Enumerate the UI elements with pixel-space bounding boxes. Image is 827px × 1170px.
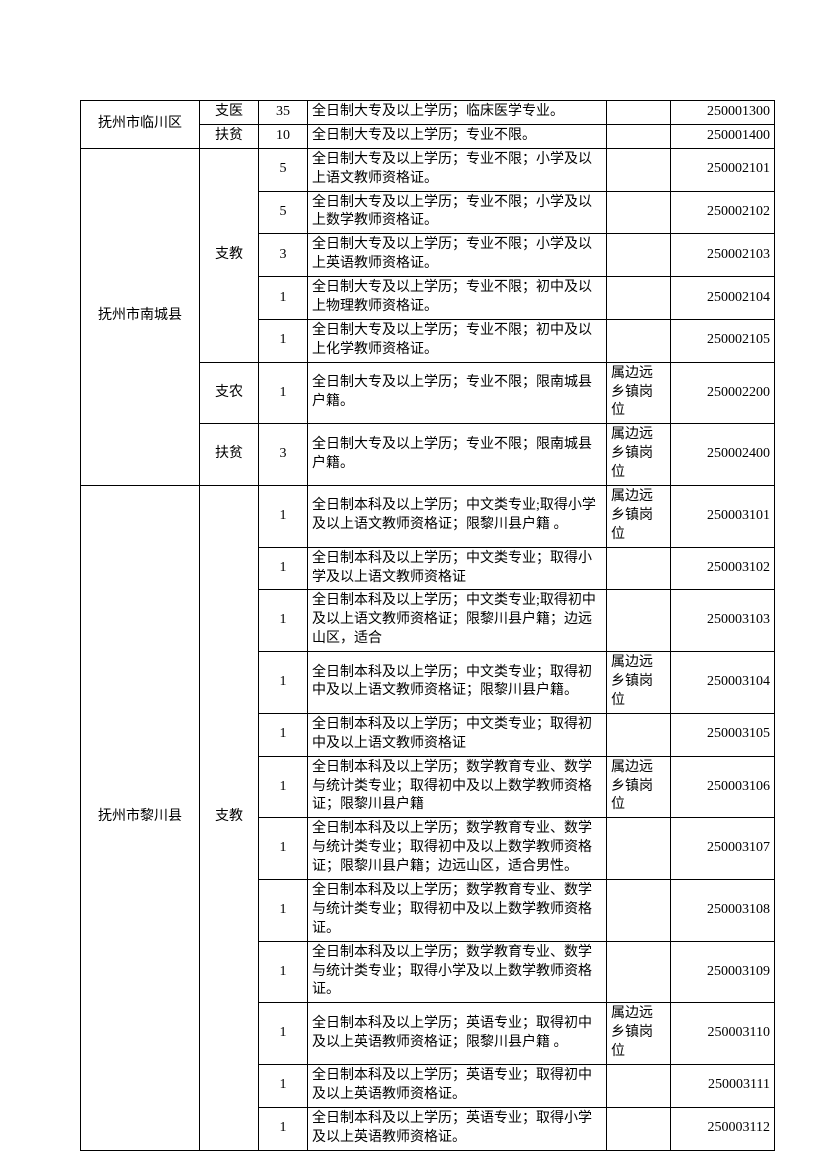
desc-cell: 全日制本科及以上学历；英语专业；取得初中及以上英语教师资格证。 [308, 1064, 607, 1107]
note-cell [607, 818, 671, 880]
code-cell: 250002103 [671, 234, 775, 277]
count-cell: 1 [259, 818, 308, 880]
note-cell: 属边远乡镇岗位 [607, 362, 671, 424]
note-cell [607, 713, 671, 756]
type-cell: 扶贫 [200, 424, 259, 486]
desc-cell: 全日制大专及以上学历；专业不限；小学及以上英语教师资格证。 [308, 234, 607, 277]
code-cell: 250003107 [671, 818, 775, 880]
code-cell: 250003101 [671, 486, 775, 548]
count-cell: 3 [259, 424, 308, 486]
desc-cell: 全日制本科及以上学历；中文类专业;取得小学及以上语文教师资格证；限黎川县户籍 。 [308, 486, 607, 548]
note-cell [607, 590, 671, 652]
note-cell [607, 941, 671, 1003]
count-cell: 5 [259, 148, 308, 191]
type-cell: 支教 [200, 148, 259, 362]
page: 抚州市临川区支医35全日制大专及以上学历；临床医学专业。250001300扶贫1… [0, 0, 827, 1170]
code-cell: 250002105 [671, 319, 775, 362]
note-cell [607, 547, 671, 590]
note-cell [607, 1064, 671, 1107]
note-cell: 属边远乡镇岗位 [607, 1003, 671, 1065]
table-row: 抚州市南城县支教5全日制大专及以上学历；专业不限；小学及以上语文教师资格证。25… [81, 148, 775, 191]
count-cell: 1 [259, 713, 308, 756]
count-cell: 1 [259, 547, 308, 590]
code-cell: 250003106 [671, 756, 775, 818]
desc-cell: 全日制本科及以上学历；中文类专业；取得小学及以上语文教师资格证 [308, 547, 607, 590]
note-cell [607, 148, 671, 191]
desc-cell: 全日制大专及以上学历；临床医学专业。 [308, 101, 607, 125]
count-cell: 1 [259, 319, 308, 362]
desc-cell: 全日制本科及以上学历；中文类专业；取得初中及以上语文教师资格证；限黎川县户籍。 [308, 652, 607, 714]
note-cell [607, 277, 671, 320]
count-cell: 35 [259, 101, 308, 125]
code-cell: 250001400 [671, 124, 775, 148]
type-cell: 扶贫 [200, 124, 259, 148]
recruitment-table: 抚州市临川区支医35全日制大专及以上学历；临床医学专业。250001300扶贫1… [80, 100, 775, 1151]
type-cell: 支农 [200, 362, 259, 424]
code-cell: 250002400 [671, 424, 775, 486]
desc-cell: 全日制大专及以上学历；专业不限；小学及以上数学教师资格证。 [308, 191, 607, 234]
count-cell: 5 [259, 191, 308, 234]
count-cell: 1 [259, 1064, 308, 1107]
code-cell: 250003104 [671, 652, 775, 714]
count-cell: 1 [259, 486, 308, 548]
code-cell: 250003103 [671, 590, 775, 652]
count-cell: 3 [259, 234, 308, 277]
code-cell: 250003111 [671, 1064, 775, 1107]
count-cell: 1 [259, 590, 308, 652]
count-cell: 1 [259, 879, 308, 941]
count-cell: 1 [259, 1003, 308, 1065]
code-cell: 250002101 [671, 148, 775, 191]
region-cell: 抚州市黎川县 [81, 486, 200, 1151]
count-cell: 1 [259, 362, 308, 424]
note-cell: 属边远乡镇岗位 [607, 652, 671, 714]
count-cell: 1 [259, 1107, 308, 1150]
desc-cell: 全日制大专及以上学历；专业不限；小学及以上语文教师资格证。 [308, 148, 607, 191]
desc-cell: 全日制大专及以上学历；专业不限。 [308, 124, 607, 148]
code-cell: 250002200 [671, 362, 775, 424]
code-cell: 250003102 [671, 547, 775, 590]
code-cell: 250002102 [671, 191, 775, 234]
note-cell [607, 1107, 671, 1150]
code-cell: 250001300 [671, 101, 775, 125]
note-cell: 属边远乡镇岗位 [607, 486, 671, 548]
note-cell [607, 319, 671, 362]
desc-cell: 全日制大专及以上学历；专业不限；限南城县户籍。 [308, 424, 607, 486]
region-cell: 抚州市南城县 [81, 148, 200, 485]
desc-cell: 全日制本科及以上学历；数学教育专业、数学与统计类专业；取得初中及以上数学教师资格… [308, 879, 607, 941]
type-cell: 支医 [200, 101, 259, 125]
desc-cell: 全日制本科及以上学历；英语专业；取得小学及以上英语教师资格证。 [308, 1107, 607, 1150]
desc-cell: 全日制本科及以上学历；中文类专业；取得初中及以上语文教师资格证 [308, 713, 607, 756]
desc-cell: 全日制本科及以上学历；英语专业；取得初中及以上英语教师资格证；限黎川县户籍 。 [308, 1003, 607, 1065]
desc-cell: 全日制大专及以上学历；专业不限；限南城县户籍。 [308, 362, 607, 424]
note-cell [607, 234, 671, 277]
code-cell: 250003108 [671, 879, 775, 941]
code-cell: 250003105 [671, 713, 775, 756]
code-cell: 250003110 [671, 1003, 775, 1065]
table-row: 抚州市临川区支医35全日制大专及以上学历；临床医学专业。250001300 [81, 101, 775, 125]
note-cell: 属边远乡镇岗位 [607, 424, 671, 486]
count-cell: 1 [259, 756, 308, 818]
note-cell [607, 879, 671, 941]
desc-cell: 全日制本科及以上学历；数学教育专业、数学与统计类专业；取得初中及以上数学教师资格… [308, 756, 607, 818]
count-cell: 1 [259, 652, 308, 714]
type-cell: 支教 [200, 486, 259, 1151]
count-cell: 10 [259, 124, 308, 148]
code-cell: 250002104 [671, 277, 775, 320]
desc-cell: 全日制大专及以上学历；专业不限；初中及以上物理教师资格证。 [308, 277, 607, 320]
count-cell: 1 [259, 277, 308, 320]
code-cell: 250003112 [671, 1107, 775, 1150]
code-cell: 250003109 [671, 941, 775, 1003]
table-row: 抚州市黎川县支教1全日制本科及以上学历；中文类专业;取得小学及以上语文教师资格证… [81, 486, 775, 548]
desc-cell: 全日制本科及以上学历；数学教育专业、数学与统计类专业；取得初中及以上数学教师资格… [308, 818, 607, 880]
note-cell [607, 191, 671, 234]
desc-cell: 全日制本科及以上学历；数学教育专业、数学与统计类专业；取得小学及以上数学教师资格… [308, 941, 607, 1003]
desc-cell: 全日制大专及以上学历；专业不限；初中及以上化学教师资格证。 [308, 319, 607, 362]
desc-cell: 全日制本科及以上学历；中文类专业;取得初中及以上语文教师资格证；限黎川县户籍；边… [308, 590, 607, 652]
region-cell: 抚州市临川区 [81, 101, 200, 149]
count-cell: 1 [259, 941, 308, 1003]
note-cell [607, 124, 671, 148]
note-cell [607, 101, 671, 125]
note-cell: 属边远乡镇岗位 [607, 756, 671, 818]
